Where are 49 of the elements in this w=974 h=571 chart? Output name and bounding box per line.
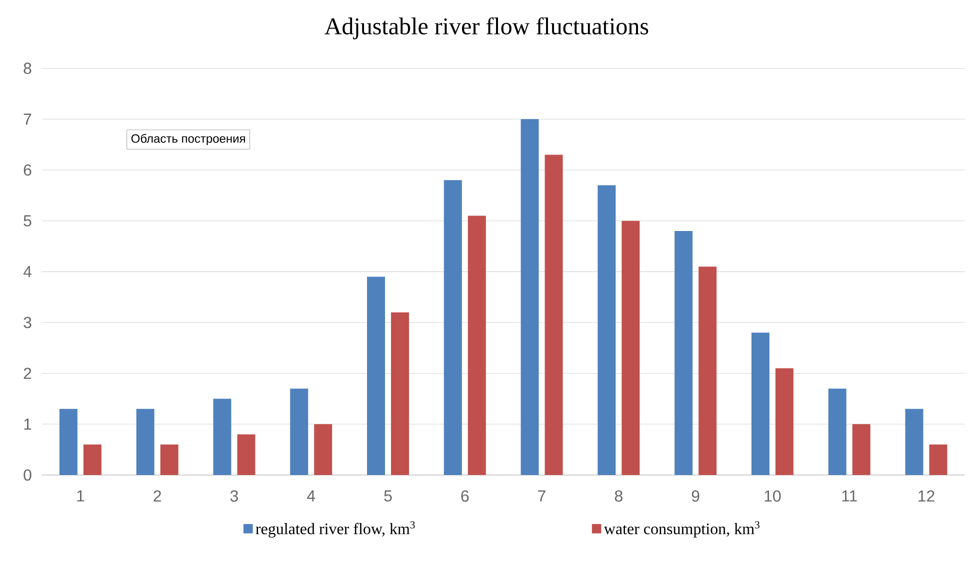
bar [775,368,794,475]
y-tick-label: 1 [24,418,32,430]
x-tick-label: 9 [692,490,700,502]
bar [698,266,717,475]
y-tick-label: 0 [24,469,32,481]
x-tick-label: 8 [614,490,622,502]
y-tick-label: 7 [24,114,32,125]
legend-label: water consumption, km$^{3}$ [604,521,760,538]
bar [391,312,410,475]
x-tick-label: 4 [307,490,316,502]
bar [544,154,563,475]
bar [213,398,232,475]
chart-title: Adjustable river flow fluctuations [324,17,648,40]
bar [237,434,256,475]
y-tick-label: 2 [24,368,32,379]
bar [367,276,386,475]
bar [83,444,102,475]
bar [598,185,616,475]
bar [905,408,924,475]
x-tick-label: 2 [154,490,161,502]
y-tick-label: 8 [24,62,32,74]
bar [852,424,870,475]
y-tick-label: 4 [23,266,32,278]
bar [290,388,308,475]
bar [751,332,770,475]
bar [444,180,462,475]
bar [59,408,78,475]
bar [520,119,539,475]
x-tick-label: 5 [384,490,392,502]
annotation: Область построения [131,134,245,146]
x-tick-label: 10 [764,490,781,502]
x-tick-label: 6 [461,490,469,502]
x-tick-label: 11 [842,490,857,502]
x-tick-label: 7 [538,490,546,502]
bar [314,424,332,475]
x-tick-label: 12 [918,490,934,502]
y-tick-label: 5 [24,215,32,226]
bar [622,220,640,475]
bar [136,408,154,475]
bar [929,444,948,475]
bar [160,444,178,475]
bar [468,216,486,475]
x-tick-label: 3 [230,490,238,502]
bar [828,388,846,475]
x-tick-label: 1 [77,490,84,502]
bar [674,231,693,475]
y-tick-label: 6 [24,164,32,176]
y-tick-label: 3 [24,316,32,328]
legend-label: regulated river flow, km$^{3}$ [256,521,415,538]
